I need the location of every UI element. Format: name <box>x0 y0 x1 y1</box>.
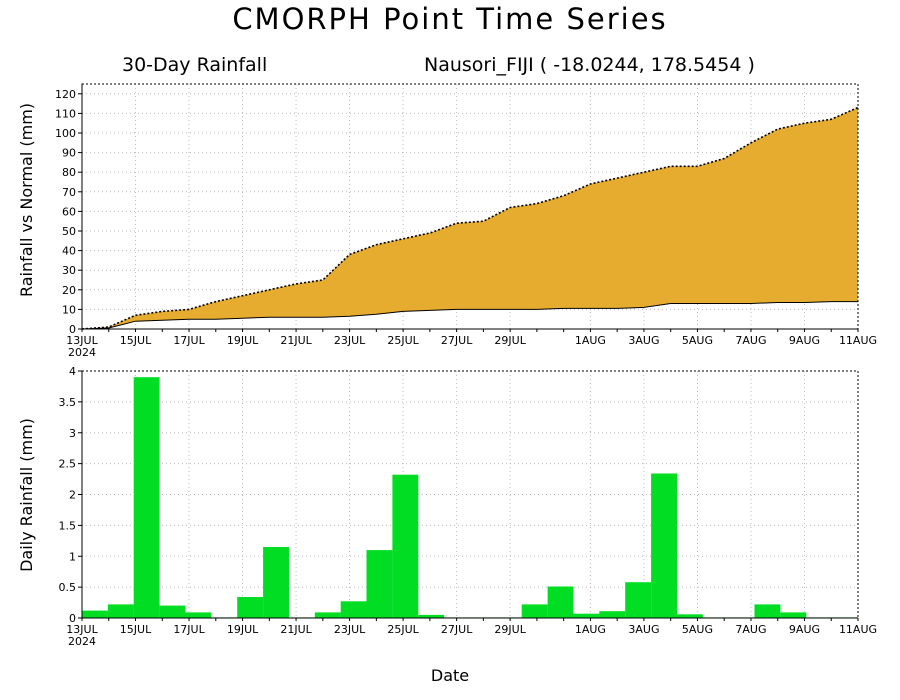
x-tick-label: 15JUL <box>120 334 152 347</box>
x-tick-label: 1AUG <box>575 623 606 636</box>
bar-20JUL <box>263 547 289 618</box>
y-tick-label: 60 <box>62 205 76 218</box>
x-tick-label: 7AUG <box>735 334 766 347</box>
accumulated-area <box>82 107 858 329</box>
chart-subtitle-right: Nausori_FIJI ( -18.0244, 178.5454 ) <box>424 54 755 76</box>
x-tick-label: 9AUG <box>789 623 820 636</box>
bar-1AUG <box>573 613 600 618</box>
x-tick-label: 27JUL <box>441 334 473 347</box>
y-tick-label: 110 <box>55 107 76 120</box>
y-tick-label: 90 <box>62 147 76 160</box>
bar-13JUL <box>82 610 108 618</box>
daily-rainfall-panel: 0 0.5 1 1.5 2 2.5 3 3.5 4 13JUL 15JUL 17JUL 19JUL 21J… <box>17 365 877 648</box>
bar-9AUG <box>780 612 807 618</box>
y-tick-label: 20 <box>62 284 76 297</box>
series-line-normal <box>81 301 858 330</box>
y-tick-label: 0.5 <box>59 581 77 594</box>
bar-15JUL <box>133 377 160 618</box>
y-tick-label: 2.5 <box>59 458 77 471</box>
x-tick-label: 21JUL <box>280 623 312 636</box>
bar-25JUL <box>392 474 419 618</box>
x-tick-label: 29JUL <box>494 334 526 347</box>
y-axis-label: Daily Rainfall (mm) <box>17 418 36 572</box>
x-tick-label: 7AUG <box>735 623 766 636</box>
bar-24JUL <box>366 550 393 618</box>
bar-26JUL <box>418 614 445 618</box>
x-tick-label: 3AUG <box>628 623 659 636</box>
x-tick-label: 19JUL <box>227 623 259 636</box>
page-title: CMORPH Point Time Series <box>232 2 668 36</box>
x-tick-label: 15JUL <box>120 623 152 636</box>
y-tick-label: 80 <box>62 166 76 179</box>
bar-30JUL <box>521 604 548 618</box>
bar-31JUL <box>547 586 574 618</box>
x-tick-label: 25JUL <box>387 334 419 347</box>
x-tick-label: 27JUL <box>441 623 473 636</box>
bar-22JUL <box>314 612 341 618</box>
accumulated-rainfall-panel: 0 10 20 30 40 50 60 70 80 90 100 110 120 13JUL 15JUL 17… <box>17 83 877 359</box>
x-tick-label: 13JUL <box>66 334 98 347</box>
chart-subtitle-left: 30-Day Rainfall <box>122 54 268 76</box>
plot-frame <box>81 370 859 619</box>
y-tick-label: 2 <box>69 489 76 502</box>
x-tick-label: 17JUL <box>173 623 205 636</box>
y-tick-label: 10 <box>62 303 76 316</box>
x-tick-label: 5AUG <box>682 623 713 636</box>
y-tick-label: 0 <box>69 323 76 336</box>
x-tick-label: 9AUG <box>789 334 820 347</box>
x-tick-label: 19JUL <box>227 334 259 347</box>
bar-17JUL <box>185 612 212 618</box>
x-year-label: 2024 <box>68 346 96 359</box>
x-tick-label: 21JUL <box>280 334 312 347</box>
x-year-label: 2024 <box>68 635 96 648</box>
x-tick-label: 11AUG <box>839 334 877 347</box>
x-tick-label: 3AUG <box>628 334 659 347</box>
y-tick-label: 100 <box>55 127 76 140</box>
bar-5AUG <box>676 614 703 618</box>
x-tick-label: 29JUL <box>494 623 526 636</box>
y-tick-label: 70 <box>62 186 76 199</box>
y-axis-label: Rainfall vs Normal (mm) <box>17 103 36 297</box>
bar-4AUG <box>651 473 677 618</box>
x-axis-label: Date <box>430 666 470 685</box>
x-tick-label: 17JUL <box>173 334 205 347</box>
y-tick-label: 120 <box>55 88 76 101</box>
x-tick-label: 23JUL <box>334 334 366 347</box>
y-tick-label: 50 <box>62 225 76 238</box>
bar-19JUL <box>237 597 264 618</box>
y-tick-label: 1.5 <box>59 519 77 532</box>
x-tick-label: 23JUL <box>334 623 366 636</box>
x-tick-label: 25JUL <box>387 623 419 636</box>
y-tick-label: 4 <box>69 365 76 378</box>
y-tick-label: 0 <box>69 612 76 625</box>
y-tick-label: 30 <box>62 264 76 277</box>
bar-2AUG <box>599 611 626 618</box>
y-tick-label: 3.5 <box>59 396 77 409</box>
bar-23JUL <box>340 601 367 618</box>
bar-14JUL <box>107 604 134 618</box>
x-tick-label: 11AUG <box>839 623 877 636</box>
x-tick-label: 13JUL <box>66 623 98 636</box>
series-line-actual <box>81 106 859 330</box>
y-tick-label: 40 <box>62 245 76 258</box>
x-tick-label: 1AUG <box>575 334 606 347</box>
y-tick-label: 3 <box>69 427 76 440</box>
bar-3AUG <box>625 582 652 618</box>
bar-8AUG <box>754 604 781 618</box>
bar-16JUL <box>159 605 186 618</box>
x-tick-label: 5AUG <box>682 334 713 347</box>
y-tick-label: 1 <box>69 550 76 563</box>
